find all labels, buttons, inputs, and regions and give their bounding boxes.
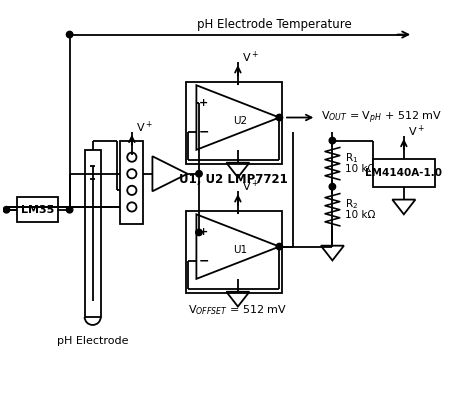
Text: V$^+$: V$^+$ bbox=[243, 179, 259, 194]
Circle shape bbox=[276, 243, 283, 250]
Text: 10 kΩ: 10 kΩ bbox=[345, 210, 376, 220]
Circle shape bbox=[66, 31, 73, 38]
Circle shape bbox=[3, 207, 9, 213]
Bar bbox=[373, 159, 435, 187]
Text: V$^+$: V$^+$ bbox=[137, 119, 153, 135]
Text: V$^+$: V$^+$ bbox=[243, 50, 259, 65]
Text: LM35: LM35 bbox=[21, 205, 54, 215]
Circle shape bbox=[196, 229, 202, 236]
Text: V$_{OFFSET}$ = 512 mV: V$_{OFFSET}$ = 512 mV bbox=[188, 303, 288, 317]
Bar bbox=[186, 211, 282, 293]
Text: −: − bbox=[199, 254, 209, 267]
Text: −: − bbox=[199, 125, 209, 138]
Circle shape bbox=[276, 114, 283, 121]
Text: +: + bbox=[199, 227, 209, 237]
Text: LM4140A-1.0: LM4140A-1.0 bbox=[365, 168, 442, 178]
Bar bbox=[120, 141, 143, 223]
Text: V$_{OUT}$ = V$_{pH}$ + 512 mV: V$_{OUT}$ = V$_{pH}$ + 512 mV bbox=[321, 109, 442, 126]
Text: R$_2$: R$_2$ bbox=[345, 197, 358, 211]
Text: V$^+$: V$^+$ bbox=[409, 124, 425, 139]
Text: U1: U1 bbox=[233, 245, 247, 255]
Circle shape bbox=[66, 207, 73, 213]
Text: pH Electrode: pH Electrode bbox=[57, 336, 128, 346]
Text: 10 kΩ: 10 kΩ bbox=[345, 164, 376, 174]
Bar bbox=[186, 81, 282, 164]
Text: U1, U2 LMP7721: U1, U2 LMP7721 bbox=[179, 173, 288, 186]
Circle shape bbox=[329, 138, 336, 144]
Bar bbox=[84, 150, 101, 317]
Text: pH Electrode Temperature: pH Electrode Temperature bbox=[197, 18, 352, 31]
Text: +: + bbox=[199, 98, 209, 108]
Circle shape bbox=[196, 170, 202, 177]
Circle shape bbox=[329, 183, 336, 190]
Bar bbox=[17, 197, 58, 223]
Text: R$_1$: R$_1$ bbox=[345, 151, 359, 165]
Text: U2: U2 bbox=[233, 116, 247, 126]
